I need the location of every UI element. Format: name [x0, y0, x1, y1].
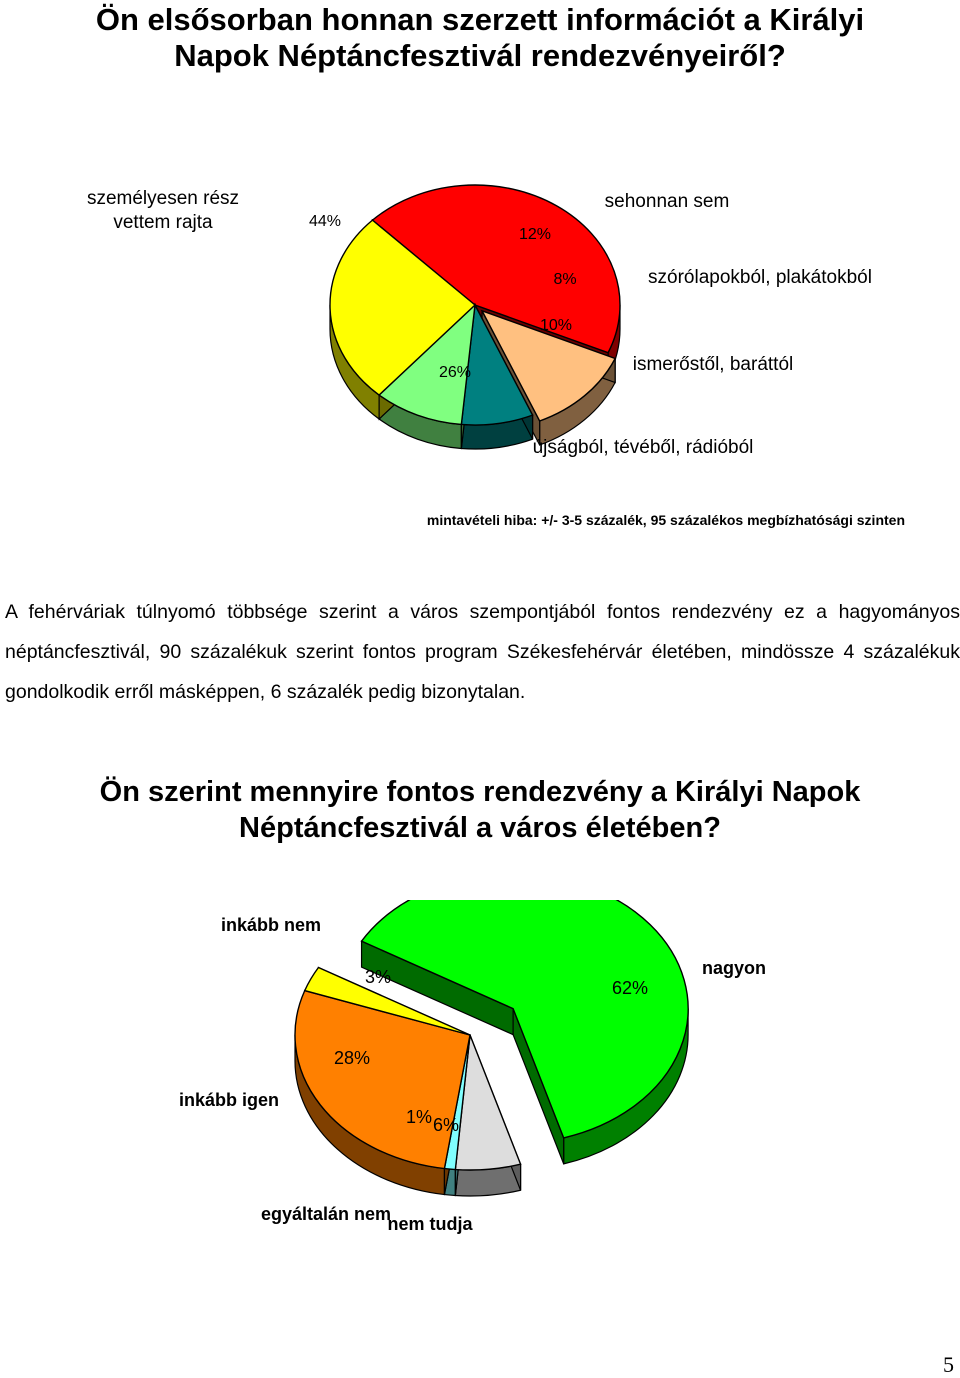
page-heading-sources: Ön elsősorban honnan szerzett információ…	[0, 0, 960, 74]
sampling-error-note: mintavételi hiba: +/- 3-5 százalék, 95 s…	[426, 512, 905, 528]
pie-slice-sehonnan-sem	[480, 309, 617, 422]
pie-category-label-szorolapokbol-plakatokbol: szórólapokból, plakátokból	[648, 267, 872, 288]
pie-category-label-szemelyesen-reszt-vettem-rajta: vettem rajta	[113, 212, 213, 233]
pie-category-label-szemelyesen-reszt-vettem-rajta: személyesen rész	[87, 188, 239, 209]
pie-slice-inkabb-nem	[303, 966, 471, 1036]
pie-percent-label-nagyon: 62%	[612, 978, 648, 998]
pie-category-label-ismerostol-barattol: ismerőstől, baráttól	[633, 354, 794, 375]
pie-slice-ismerostol-barattol	[378, 303, 476, 426]
pie-category-label-inkabb-nem: inkább nem	[221, 915, 321, 935]
pie-percent-label-sehonnan-sem: 12%	[519, 226, 551, 243]
pie-percent-label-inkabb-nem: 3%	[365, 967, 391, 987]
pie-percent-label-szorolapokbol-plakatokbol: 8%	[553, 271, 576, 288]
pie-percent-label-nem-tudja: 6%	[433, 1115, 459, 1135]
pie-category-label-egyaltalan-nem: egyáltalán nem	[261, 1204, 391, 1224]
information-sources-pie-chart: 44% 12% 8% 10% 26% személyesen rész vettem ra…	[87, 184, 872, 458]
pie-slice-nagyon	[360, 900, 689, 1139]
pie-slice-ujsagbol-tevebol-radiobol	[329, 219, 477, 396]
pie-category-label-nem-tudja: nem tudja	[387, 1214, 473, 1234]
pie-percent-label-ismerostol-barattol: 10%	[540, 317, 572, 334]
heading1-line2: Napok Néptáncfesztivál rendezvényeiről?	[174, 38, 786, 73]
page-heading-importance: Ön szerint mennyire fontos rendezvény a …	[0, 774, 960, 846]
pie-slice-szemelyesen-reszt-vettem-rajta	[371, 184, 621, 354]
pie-category-label-nagyon: nagyon	[702, 958, 766, 978]
pie-category-label-ujsagbol-tevebol-radiobol: újságból, tévéből, rádióból	[533, 437, 754, 458]
pie-percent-label-inkabb-igen: 28%	[334, 1048, 370, 1068]
summary-paragraph: A fehérváriak túlnyomó többsége szerint …	[5, 601, 960, 703]
heading2-line1: Ön szerint mennyire fontos rendezvény a …	[99, 776, 861, 808]
pie-percent-label-ujsagbol-tevebol-radiobol: 26%	[439, 364, 471, 381]
pie-category-label-inkabb-igen: inkább igen	[179, 1090, 279, 1110]
heading1-line1: Ön elsősorban honnan szerzett információ…	[95, 2, 865, 37]
pie-category-label-sehonnan-sem: sehonnan sem	[605, 191, 730, 212]
pie-slice-inkabb-igen	[294, 989, 471, 1170]
pie-percent-label-egyaltalan-nem: 1%	[406, 1107, 432, 1127]
page-number: 5	[943, 1352, 954, 1377]
heading2-line2: Néptáncfesztivál a város életében?	[239, 812, 721, 844]
pie-percent-label-szemelyesen-reszt-vettem-rajta: 44%	[309, 213, 341, 230]
